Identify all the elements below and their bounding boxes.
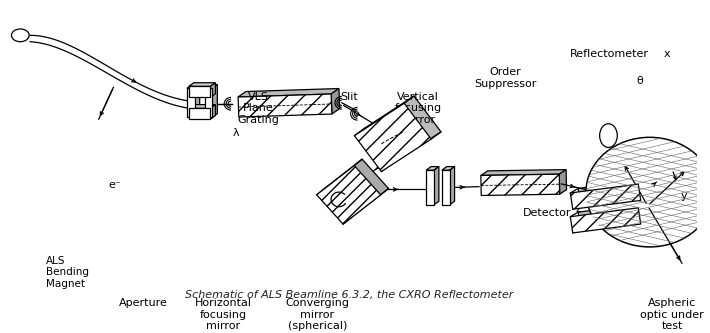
Text: x: x [664,49,671,59]
Text: e⁻: e⁻ [109,180,121,190]
Text: Slit: Slit [340,92,358,102]
Polygon shape [189,108,210,119]
Text: VLS
Plane
Grating: VLS Plane Grating [237,92,279,125]
Polygon shape [204,85,217,88]
Polygon shape [189,86,210,97]
Polygon shape [426,166,439,170]
Polygon shape [212,85,217,117]
Polygon shape [578,179,648,205]
Polygon shape [210,105,215,119]
Polygon shape [187,88,195,117]
Polygon shape [238,89,339,97]
Polygon shape [187,85,200,88]
Text: Order
Suppressor: Order Suppressor [474,68,537,89]
Text: y: y [681,191,687,201]
Polygon shape [189,105,215,108]
Text: z: z [575,203,581,213]
Polygon shape [559,169,567,194]
Polygon shape [238,94,332,117]
Text: Horizontal
focusing
mirror: Horizontal focusing mirror [195,298,252,331]
Polygon shape [578,203,648,228]
Text: λ: λ [233,128,239,138]
Polygon shape [442,166,454,170]
Polygon shape [324,159,388,218]
Text: Aperture: Aperture [119,298,168,308]
Polygon shape [364,96,441,164]
Polygon shape [317,166,381,224]
Text: Converging
mirror
(spherical): Converging mirror (spherical) [285,298,349,331]
Polygon shape [481,169,566,175]
Polygon shape [570,208,640,233]
Polygon shape [481,174,559,195]
Polygon shape [354,103,431,171]
Polygon shape [449,166,454,205]
Polygon shape [210,83,215,97]
Text: θ: θ [636,76,643,86]
Polygon shape [426,170,434,205]
Text: Vertical
focusing
mirror: Vertical focusing mirror [395,92,442,125]
Polygon shape [570,184,640,209]
Polygon shape [195,85,200,117]
Polygon shape [204,88,212,117]
Ellipse shape [586,137,710,247]
Text: Aspheric
optic under
test: Aspheric optic under test [640,298,704,331]
Text: Detector: Detector [523,208,572,218]
Polygon shape [434,166,439,205]
Polygon shape [331,89,339,114]
Polygon shape [189,83,215,86]
Text: Schematic of ALS Beamline 6.3.2, the CXRO Reflectometer: Schematic of ALS Beamline 6.3.2, the CXR… [185,290,513,300]
Polygon shape [442,170,449,205]
Text: ALS
Bending
Magnet: ALS Bending Magnet [46,256,89,289]
Text: Reflectometer: Reflectometer [570,49,649,59]
